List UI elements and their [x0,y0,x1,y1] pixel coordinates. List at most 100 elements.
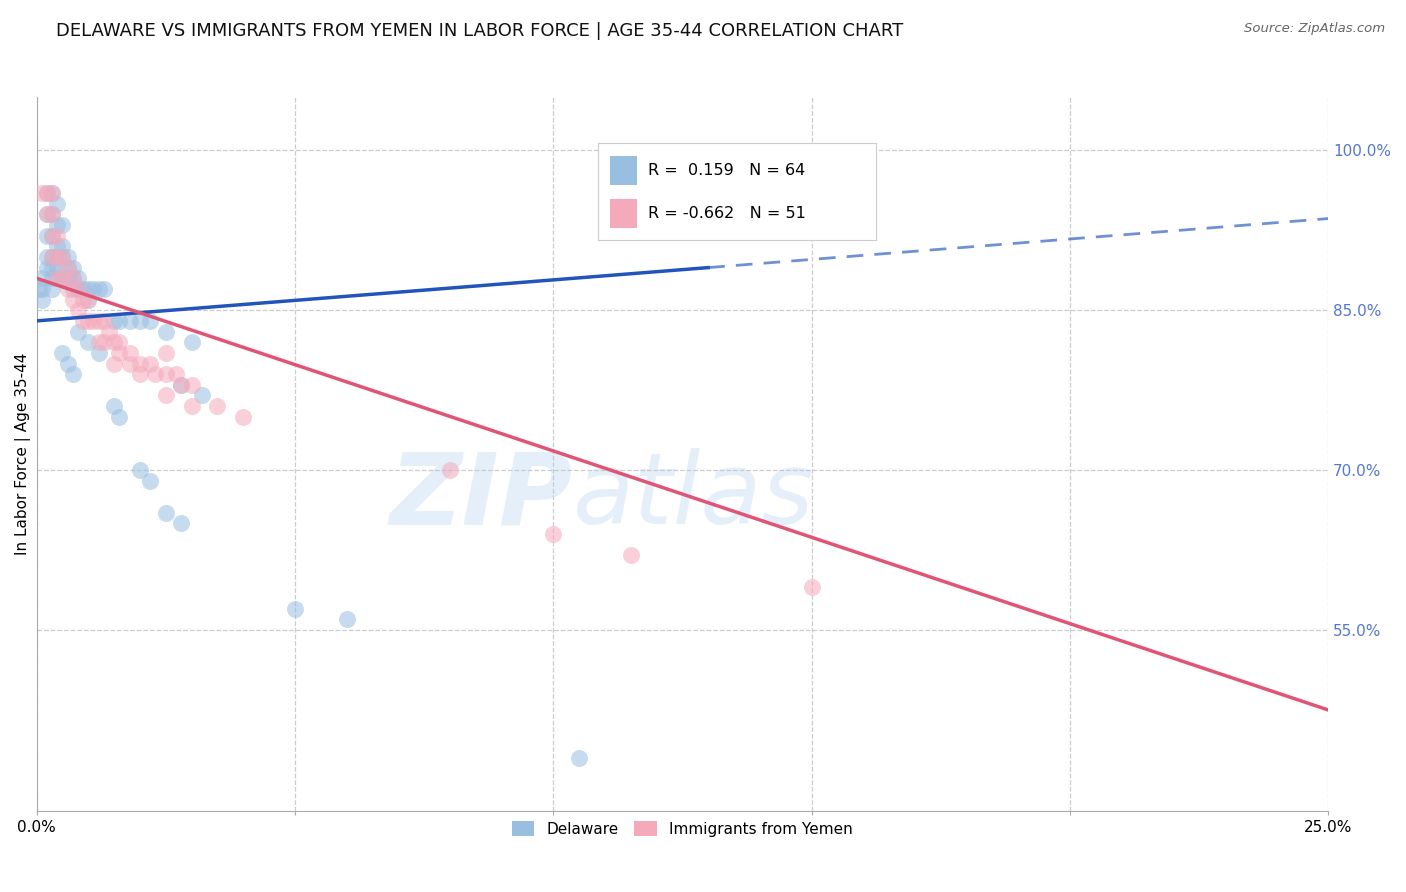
Point [108,335,131,350]
Point [128,463,150,477]
Point [170,377,193,392]
Point [35,186,58,200]
Point [87,346,110,360]
Point [41,186,63,200]
Point [46,228,69,243]
Point [66,303,89,318]
Point [77,293,100,307]
Point [97,325,120,339]
Point [46,239,69,253]
Point [87,314,110,328]
Point [541,527,564,541]
Point [87,282,110,296]
Point [62,271,84,285]
Point [46,271,69,285]
Point [56,250,79,264]
Point [103,335,125,350]
Point [46,250,69,264]
Point [72,314,94,328]
Point [118,314,141,328]
Point [46,250,69,264]
Point [41,250,63,264]
Text: DELAWARE VS IMMIGRANTS FROM YEMEN IN LABOR FORCE | AGE 35-44 CORRELATION CHART: DELAWARE VS IMMIGRANTS FROM YEMEN IN LAB… [56,22,904,40]
Point [41,250,63,264]
Point [35,207,58,221]
Point [41,207,63,221]
Point [170,377,193,392]
Point [128,367,150,381]
Point [35,260,58,275]
Point [72,293,94,307]
Point [103,314,125,328]
Point [191,388,214,402]
Point [56,282,79,296]
Point [35,186,58,200]
Point [41,228,63,243]
Point [66,282,89,296]
Point [41,271,63,285]
Point [51,271,73,285]
Point [108,409,131,424]
Point [41,260,63,275]
Legend: Delaware, Immigrants from Yemen: Delaware, Immigrants from Yemen [506,814,859,843]
Point [155,506,177,520]
Point [139,357,162,371]
Point [145,367,167,381]
Point [56,260,79,275]
Point [170,516,193,531]
Point [51,239,73,253]
Text: atlas: atlas [572,449,814,546]
Point [108,314,131,328]
Point [62,293,84,307]
Point [46,271,69,285]
Point [41,282,63,296]
Point [180,335,202,350]
Point [82,282,104,296]
Point [93,314,115,328]
Point [139,314,162,328]
Point [62,271,84,285]
Point [28,282,51,296]
Point [180,377,202,392]
Point [41,207,63,221]
Point [46,260,69,275]
Point [62,367,84,381]
Point [335,612,357,626]
Point [51,218,73,232]
Point [87,335,110,350]
Point [232,409,254,424]
Point [31,293,53,307]
Point [46,196,69,211]
Point [180,399,202,413]
Point [207,399,229,413]
Point [139,474,162,488]
Text: Source: ZipAtlas.com: Source: ZipAtlas.com [1244,22,1385,36]
Point [155,325,177,339]
Point [155,367,177,381]
Point [35,207,58,221]
Point [128,314,150,328]
Point [165,367,187,381]
Point [128,357,150,371]
Point [77,314,100,328]
Point [72,282,94,296]
Point [103,399,125,413]
Point [31,271,53,285]
Point [51,250,73,264]
Y-axis label: In Labor Force | Age 35-44: In Labor Force | Age 35-44 [15,353,31,556]
Point [56,271,79,285]
Point [41,186,63,200]
Text: ZIP: ZIP [389,449,572,546]
Point [800,580,823,594]
Point [108,346,131,360]
Point [439,463,461,477]
Point [118,357,141,371]
Point [66,271,89,285]
Point [35,250,58,264]
Point [56,260,79,275]
Point [284,601,307,615]
Point [51,271,73,285]
Point [77,293,100,307]
Point [93,335,115,350]
Point [62,282,84,296]
